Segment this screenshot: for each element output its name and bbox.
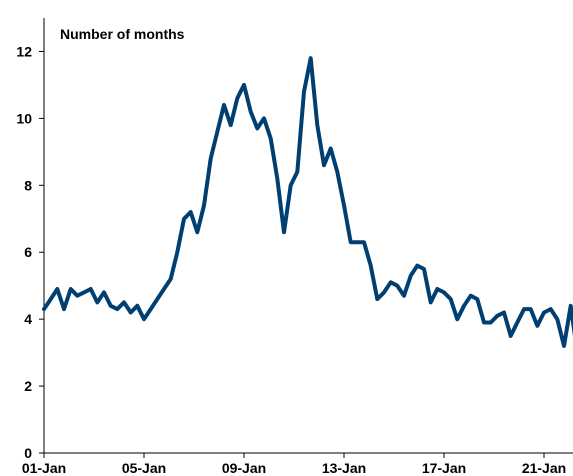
x-tick-label: 05-Jan bbox=[122, 460, 166, 476]
y-tick-label: 6 bbox=[24, 244, 32, 260]
x-tick-label: 17-Jan bbox=[422, 460, 466, 476]
x-tick-label: 13-Jan bbox=[322, 460, 366, 476]
y-tick-label: 0 bbox=[24, 445, 32, 461]
y-tick-label: 10 bbox=[16, 110, 32, 126]
series-line bbox=[42, 56, 573, 348]
y-tick-label: 8 bbox=[24, 177, 32, 193]
x-tick-label: 21-Jan bbox=[522, 460, 566, 476]
x-tick-label: 09-Jan bbox=[222, 460, 266, 476]
y-tick-label: 2 bbox=[24, 378, 32, 394]
y-tick-label: 12 bbox=[16, 43, 32, 59]
x-tick-label: 01-Jan bbox=[22, 460, 66, 476]
y-axis-title: Number of months bbox=[60, 26, 185, 42]
y-tick-label: 4 bbox=[24, 311, 32, 327]
